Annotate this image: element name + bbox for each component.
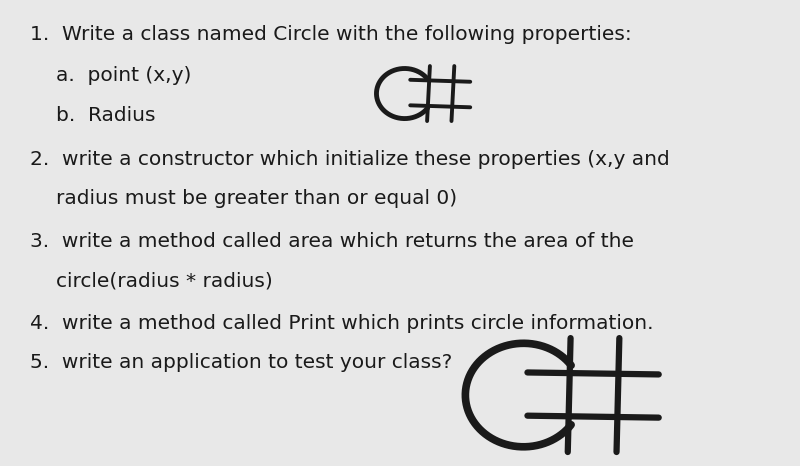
Text: circle(radius * radius): circle(radius * radius) <box>56 272 273 291</box>
Text: 2.  write a constructor which initialize these properties (x,y and: 2. write a constructor which initialize … <box>30 150 670 169</box>
Text: a.  point (x,y): a. point (x,y) <box>56 66 191 85</box>
Text: 1.  Write a class named Circle with the following properties:: 1. Write a class named Circle with the f… <box>30 25 632 44</box>
Text: 4.  write a method called Print which prints circle information.: 4. write a method called Print which pri… <box>30 314 654 333</box>
Text: radius must be greater than or equal 0): radius must be greater than or equal 0) <box>56 189 457 208</box>
Text: b.  Radius: b. Radius <box>56 106 155 124</box>
Text: 3.  write a method called area which returns the area of the: 3. write a method called area which retu… <box>30 233 634 251</box>
Text: 5.  write an application to test your class?: 5. write an application to test your cla… <box>30 353 453 372</box>
